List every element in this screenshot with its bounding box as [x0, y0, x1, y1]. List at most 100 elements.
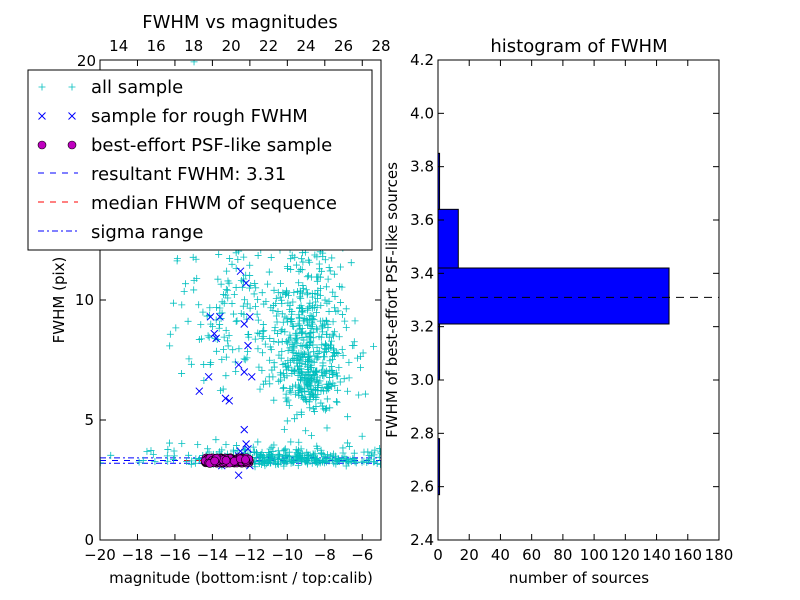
- all-sample-point: [325, 345, 333, 353]
- all-sample-point: [258, 366, 266, 374]
- left-x-axis-label: magnitude (bottom:isnt / top:calib): [109, 569, 373, 587]
- legend-marker: [38, 112, 46, 120]
- all-sample-point: [297, 289, 305, 297]
- rough-sample-point: [244, 444, 252, 453]
- top-tick-label: 14: [109, 37, 128, 55]
- all-sample-point: [323, 384, 331, 392]
- all-sample-point: [323, 395, 331, 403]
- left-chart-title: FWHM vs magnitudes: [142, 12, 337, 33]
- all-sample-point: [332, 369, 340, 377]
- all-sample-point: [305, 303, 313, 311]
- all-sample-point: [232, 264, 240, 272]
- x-axis-ticks: −20 −18 −16 −14 −12 −10 −8 −6: [84, 60, 373, 564]
- all-sample-point: [338, 345, 346, 353]
- histogram-bar: [437, 267, 670, 325]
- all-sample-point: [286, 384, 294, 392]
- all-sample-point: [312, 367, 320, 375]
- all-sample-point: [278, 310, 286, 318]
- all-sample-point: [254, 345, 262, 353]
- all-sample-point: [189, 253, 197, 261]
- all-sample-point: [240, 253, 248, 261]
- all-sample-point: [274, 308, 282, 316]
- top-axis-extra-tick: 20: [77, 52, 96, 70]
- all-sample-point: [304, 381, 312, 389]
- all-sample-point: [187, 460, 195, 468]
- top-tick-label: 20: [222, 37, 241, 55]
- all-sample-point: [377, 449, 381, 457]
- legend-label: all sample: [91, 77, 183, 98]
- all-sample-point: [298, 255, 306, 263]
- all-sample-point: [257, 451, 265, 459]
- all-sample-point: [289, 459, 297, 467]
- all-sample-point: [290, 289, 298, 297]
- rough-sample-point: [234, 471, 243, 480]
- all-sample-point: [301, 377, 309, 385]
- x-tick-label: −10: [272, 546, 304, 564]
- all-sample-point: [278, 347, 286, 355]
- all-sample-point: [204, 445, 212, 453]
- all-sample-point: [246, 448, 254, 456]
- all-sample-point: [182, 280, 190, 288]
- all-sample-point: [329, 379, 337, 387]
- all-sample-point: [311, 251, 319, 259]
- all-sample-point: [295, 381, 303, 389]
- legend-label: sigma range: [91, 222, 203, 243]
- all-sample-point: [216, 386, 224, 394]
- all-sample-point: [318, 267, 326, 275]
- all-sample-point: [266, 380, 274, 388]
- all-sample-point: [303, 341, 311, 349]
- all-sample-point: [305, 368, 313, 376]
- all-sample-point: [289, 342, 297, 350]
- all-sample-point: [291, 366, 299, 374]
- all-sample-point: [262, 298, 270, 306]
- all-sample-point: [334, 350, 342, 358]
- all-sample-point: [283, 263, 291, 271]
- top-tick-label: 28: [371, 37, 390, 55]
- all-sample-point: [197, 321, 205, 329]
- all-sample-point: [313, 456, 321, 464]
- all-sample-point: [280, 447, 288, 455]
- all-sample-point: [187, 360, 195, 368]
- all-sample-point: [335, 333, 343, 341]
- all-sample-point: [273, 318, 281, 326]
- all-sample-point: [304, 321, 312, 329]
- y-tick-label: 2.8: [410, 424, 434, 442]
- all-sample-point: [304, 368, 312, 376]
- all-sample-point: [184, 317, 192, 325]
- circle-marker-icon: [37, 140, 77, 150]
- all-sample-point: [270, 359, 278, 367]
- all-sample-point: [246, 284, 254, 292]
- all-sample-point: [328, 368, 336, 376]
- all-sample-point: [178, 440, 186, 448]
- all-sample-point: [329, 288, 337, 296]
- all-sample-point: [291, 253, 299, 261]
- all-sample-point: [328, 382, 336, 390]
- x-tick-label: 100: [580, 546, 609, 564]
- all-sample-point: [330, 270, 338, 278]
- all-sample-point: [329, 450, 337, 458]
- all-sample-point: [310, 348, 318, 356]
- all-sample-point: [345, 374, 353, 382]
- all-sample-point: [313, 303, 321, 311]
- all-sample-point: [266, 334, 274, 342]
- all-sample-point: [287, 388, 295, 396]
- all-sample-point: [312, 309, 320, 317]
- x-axis-ticks: 0 20 40 60 80 100 120 140 160 180: [433, 60, 733, 564]
- all-sample-point: [216, 304, 224, 312]
- rough-sample-point: [195, 387, 204, 396]
- all-sample-point: [314, 353, 322, 361]
- all-sample-point: [287, 334, 295, 342]
- legend-entry-all-sample: all sample: [38, 77, 183, 98]
- all-sample-point: [254, 252, 262, 260]
- legend-entry-median: median FHWM of sequence: [38, 193, 337, 214]
- all-sample-point: [307, 339, 315, 347]
- all-sample-point: [318, 457, 326, 465]
- all-sample-point: [279, 318, 287, 326]
- all-sample-point: [347, 457, 355, 465]
- all-sample-point: [303, 456, 311, 464]
- all-sample-point: [222, 372, 230, 380]
- all-sample-point: [313, 326, 321, 334]
- all-sample-point: [303, 358, 311, 366]
- all-sample-point: [282, 291, 290, 299]
- all-sample-point: [299, 353, 307, 361]
